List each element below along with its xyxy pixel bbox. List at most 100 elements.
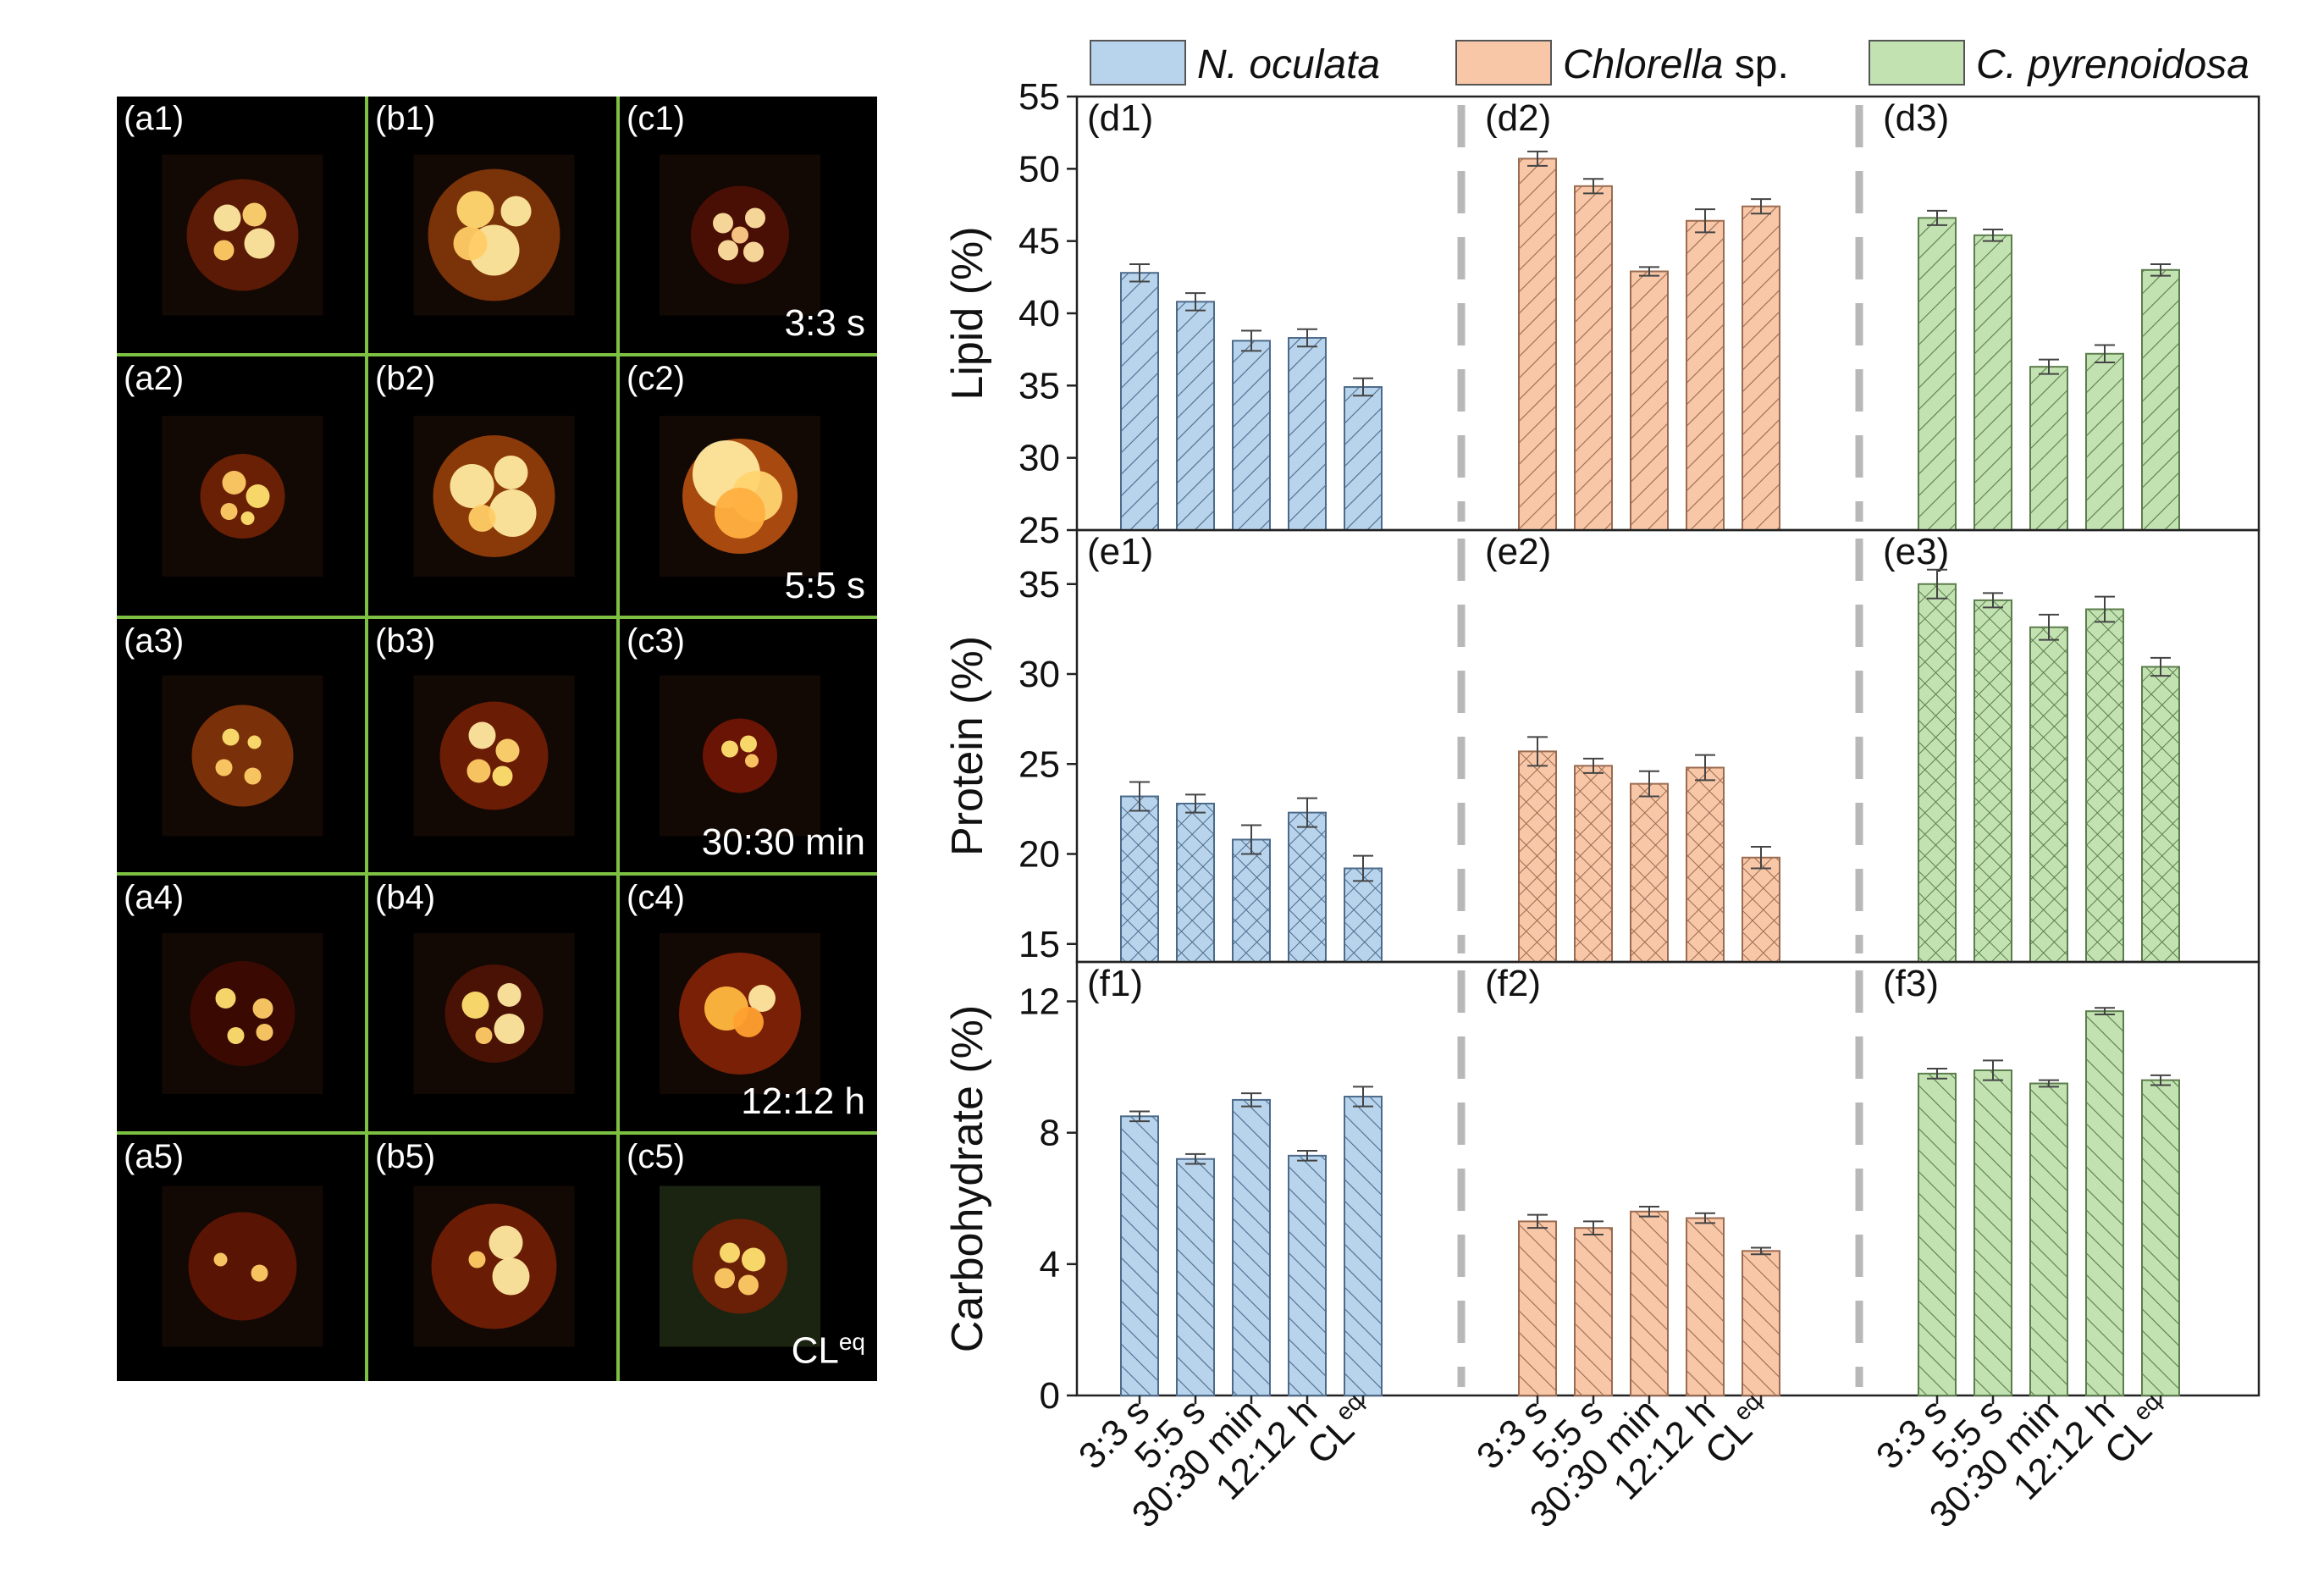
- lipid-droplet: [718, 240, 738, 261]
- panel-label: (e2): [1485, 531, 1551, 572]
- micrograph-cell: (c3) 30:30 min: [620, 619, 877, 876]
- bar: [1742, 205, 1780, 531]
- bar: [1344, 867, 1383, 963]
- panel-label: (e3): [1883, 531, 1949, 572]
- bar: [2085, 1010, 2124, 1396]
- micrograph-label: (c3): [627, 622, 685, 660]
- cell-image: [413, 933, 575, 1094]
- bar: [1288, 337, 1327, 531]
- lipid-droplet: [720, 1242, 740, 1263]
- y-tick-label: 35: [1018, 564, 1060, 605]
- micrograph-cell: (c1) 3:3 s: [620, 97, 877, 356]
- lipid-droplet: [246, 484, 270, 508]
- cell-body: [188, 1212, 297, 1321]
- micrograph-label: (b4): [375, 879, 436, 916]
- legend-label: N. oculata: [1197, 42, 1380, 87]
- bar: [1686, 1217, 1725, 1396]
- micrograph-cell: (a2): [117, 356, 368, 619]
- bar: [1518, 1220, 1557, 1396]
- y-tick-label: 40: [1018, 293, 1060, 334]
- lipid-droplet: [740, 735, 757, 753]
- lipid-droplet: [715, 488, 765, 539]
- bar: [1344, 386, 1383, 532]
- micrograph-grid: (a1) (b1) (c1) 3:3 s (a2) (b2) (c2) 5:5 s (a3) (b…: [117, 97, 877, 1381]
- micrograph-cell: (c5) CLeq: [620, 1135, 877, 1381]
- lipid-droplet: [220, 503, 238, 520]
- lipid-droplet: [213, 1252, 228, 1267]
- lipid-droplet: [731, 226, 748, 244]
- micrograph-label: (c4): [627, 879, 685, 916]
- lipid-droplet: [492, 765, 513, 787]
- bar: [1973, 599, 2012, 963]
- bar: [1918, 1072, 1957, 1396]
- lipid-droplet: [489, 489, 537, 537]
- lipid-droplet: [745, 754, 759, 768]
- composition-chart: N. oculata Chlorella sp. C. pyrenoidosa 25 3…: [943, 40, 2261, 1536]
- y-tick-label: 30: [1018, 654, 1060, 695]
- cell-body: [703, 718, 777, 793]
- lipid-droplet: [240, 511, 255, 525]
- bar: [1686, 766, 1725, 963]
- panel-label: (f1): [1087, 963, 1143, 1004]
- cell-image: [162, 1185, 323, 1347]
- bar: [1574, 1227, 1613, 1396]
- legend-label: C. pyrenoidosa: [1976, 42, 2249, 87]
- bar: [1574, 765, 1613, 963]
- lipid-droplet: [738, 1274, 759, 1296]
- y-tick-label: 15: [1018, 924, 1060, 965]
- lipid-droplet: [500, 196, 532, 227]
- cell-image: [162, 675, 323, 837]
- micrograph-label: (b5): [375, 1138, 436, 1175]
- cell-image: [413, 154, 575, 316]
- lipid-droplet: [242, 202, 267, 227]
- cell-image: [413, 675, 575, 837]
- lipid-droplet: [715, 1268, 735, 1289]
- bar: [1120, 795, 1159, 963]
- lipid-droplet: [215, 759, 233, 776]
- micrograph-label: (c5): [627, 1138, 685, 1175]
- lipid-droplet: [244, 228, 275, 259]
- bar: [1176, 803, 1215, 963]
- y-axis-label: Carbohydrate (%): [943, 1005, 992, 1352]
- panel-label: (f3): [1883, 963, 1939, 1004]
- cell-body: [444, 964, 544, 1063]
- cell-image: [660, 1185, 820, 1347]
- lipid-droplet: [489, 1225, 523, 1260]
- bar: [1288, 811, 1327, 963]
- lipid-droplet: [748, 985, 776, 1012]
- bar: [1232, 340, 1271, 531]
- y-tick-label: 55: [1018, 76, 1060, 118]
- bar: [1630, 270, 1669, 531]
- micrograph-cell: (a1): [117, 97, 368, 356]
- panel-label: (d3): [1883, 97, 1949, 139]
- bar: [1918, 217, 1957, 532]
- panel-label: (d2): [1485, 97, 1551, 139]
- micrograph-label: (c2): [627, 360, 685, 397]
- lipid-droplet: [222, 728, 240, 746]
- micrograph-label: (b2): [375, 360, 436, 397]
- cell-image: [413, 416, 575, 577]
- panel-label: (e1): [1087, 531, 1153, 572]
- y-tick-label: 4: [1040, 1244, 1060, 1285]
- legend-swatch: [1869, 40, 1965, 86]
- cell-body: [431, 1203, 557, 1329]
- micrograph-cell: (b3): [368, 619, 620, 876]
- lipid-droplet: [468, 505, 496, 532]
- y-tick-label: 25: [1018, 743, 1060, 785]
- condition-label: 12:12 h: [741, 1080, 865, 1122]
- lipid-droplet: [494, 456, 528, 489]
- lipid-droplet: [244, 767, 262, 785]
- cell-image: [162, 416, 323, 577]
- lipid-droplet: [252, 998, 273, 1019]
- bar: [1630, 782, 1669, 963]
- cell-image: [660, 154, 820, 316]
- lipid-droplet: [251, 1264, 268, 1282]
- lipid-droplet: [743, 241, 764, 262]
- lipid-droplet: [215, 988, 236, 1009]
- micrograph-label: (c1): [627, 100, 685, 137]
- micrograph-label: (a3): [124, 622, 185, 660]
- micrograph-cell: (b1): [368, 97, 620, 356]
- bar: [2141, 1079, 2180, 1396]
- y-tick-label: 45: [1018, 221, 1060, 262]
- bar: [1232, 838, 1271, 963]
